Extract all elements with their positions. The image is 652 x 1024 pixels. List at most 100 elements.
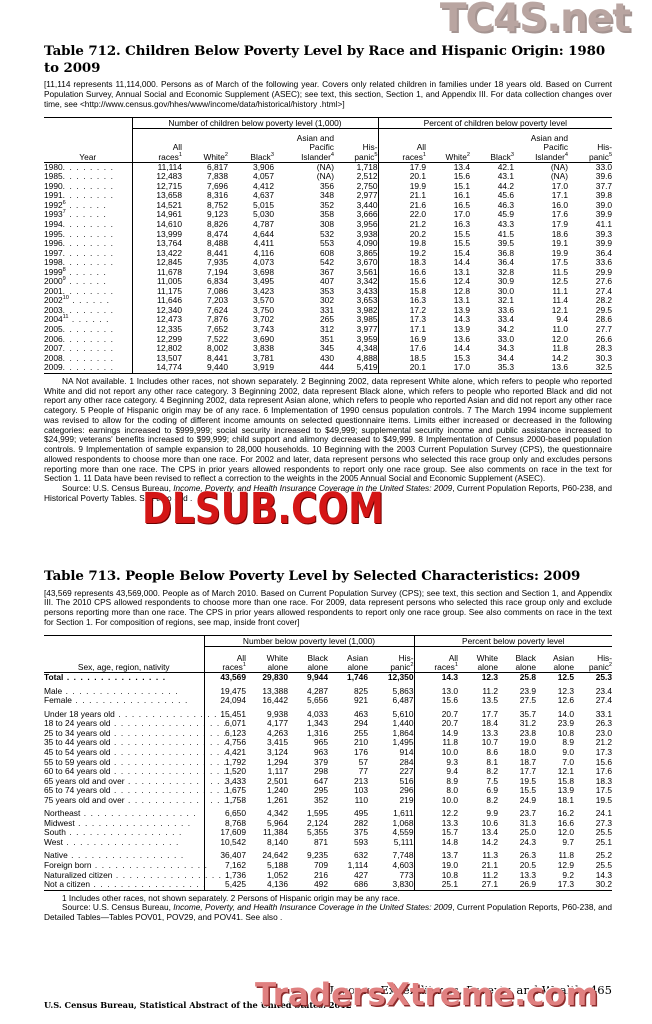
table-cell: 11,678 <box>131 267 182 278</box>
table-row: 1980. . . . . . . . 11,114 6,817 3,906 (NA) 1… <box>44 161 613 173</box>
footnote-marker: 1 <box>454 662 458 669</box>
table-cell: 24,642 <box>262 850 288 861</box>
table-cell: 176 <box>354 746 368 757</box>
footnote-marker: 1 <box>242 662 246 669</box>
table-cell: 8.0 <box>413 786 458 796</box>
table-cell: 7,522 <box>207 333 228 344</box>
table-cell: 11,175 <box>131 286 182 297</box>
table-row: 60 to 64 years old . . . . . . . . . . .… <box>44 766 613 777</box>
table-cell: 15.6 <box>595 756 613 767</box>
table-row: Naturalized citizen . . . . . . . . . . … <box>44 870 612 881</box>
footnote-marker: 2 <box>224 151 228 158</box>
table-cell: 30.2 <box>574 879 613 891</box>
table-cell: 965 <box>314 737 328 748</box>
page-number: 465 <box>589 983 612 997</box>
table-row: Total . . . . . . . . . . . . . . . 43,56… <box>44 672 613 683</box>
table-cell: 348 <box>320 190 334 201</box>
table-cell: 25.0 <box>519 827 536 838</box>
table-cell: 43.3 <box>497 219 515 229</box>
table-cell: 4,412 <box>253 180 274 191</box>
row-label: 20009 . . . . . . <box>44 276 107 287</box>
table-cell: 345 <box>320 343 334 354</box>
row-spacer <box>44 847 612 852</box>
table-cell: 34.4 <box>497 352 515 363</box>
table-cell: 11.2 <box>482 685 498 696</box>
table-row: 19937 . . . . . . 14,961 9,123 5,030 358 3,66… <box>44 210 612 220</box>
table-cell: 358 <box>320 209 334 220</box>
table-cell: 32.5 <box>568 362 613 374</box>
row-label: 19998 . . . . . . <box>44 266 107 277</box>
table-cell: 4,787 <box>253 219 274 229</box>
table-cell: 11.8 <box>413 738 458 748</box>
table-cell: 4,411 <box>253 238 274 249</box>
table-cell: 9,440 <box>182 362 228 374</box>
table-cell: 353 <box>320 285 334 296</box>
col-header-hispanic-num: His-panic5 <box>354 142 378 162</box>
table-cell: 14.4 <box>453 343 471 354</box>
table-cell: 1,440 <box>392 718 414 729</box>
row-label: Not a citizen . . . . . . . . . . . . . … <box>44 879 207 891</box>
table-cell: 352 <box>320 199 334 210</box>
row-label: 45 to 54 years old . . . . . . . . . . .… <box>44 746 228 757</box>
table-cell: 1,595 <box>307 808 328 819</box>
table-cell: 12.0 <box>551 333 569 344</box>
table-cell: 3,982 <box>356 304 378 315</box>
table-cell: 17.5 <box>595 785 613 796</box>
table-cell: 963 <box>314 746 328 757</box>
table-cell: 32.8 <box>497 266 515 277</box>
table-cell: 7,086 <box>207 285 228 296</box>
table-cell: 6,487 <box>392 695 414 706</box>
table-cell: 3,561 <box>356 266 378 277</box>
table-cell: 3,919 <box>228 362 274 374</box>
table-cell: 24.1 <box>595 808 613 819</box>
table-cell: 14.4 <box>453 257 471 268</box>
row-label: West . . . . . . . . . . . . . . . . . <box>44 836 180 847</box>
table-cell: 921 <box>354 695 368 706</box>
table-cell: 444 <box>274 362 334 374</box>
table-cell: 16.1 <box>453 190 471 201</box>
col-header-all-races-pct: All races1 <box>413 646 458 673</box>
table-cell: 17.7 <box>481 708 498 719</box>
row-spacer <box>44 805 612 810</box>
table-cell: 12.6 <box>557 695 574 706</box>
table-713-column-header-row: Sex, age, region, nativity All races1 Whi… <box>44 646 612 673</box>
table-cell: 19.5 <box>595 794 613 805</box>
table-cell: 10.8 <box>557 727 574 738</box>
row-label: 1994. . . . . . . . <box>44 219 115 229</box>
table-cell: 27.4 <box>595 285 613 296</box>
table-cell: 3,423 <box>253 285 274 296</box>
table-cell: 18.0 <box>519 746 536 757</box>
table-cell: 15.8 <box>377 286 427 297</box>
table-cell: 4,090 <box>356 238 378 249</box>
table-cell: 12.8 <box>453 285 471 296</box>
table-cell: 284 <box>399 756 414 767</box>
row-label: 75 years old and over . . . . . . . . . … <box>44 794 242 805</box>
row-label: Total . . . . . . . . . . . . . . . <box>44 672 204 683</box>
table-cell: 1,736 <box>203 870 246 881</box>
table-cell: 5,610 <box>392 708 414 719</box>
table-row: Foreign born . . . . . . . . . . . . . .… <box>44 860 612 871</box>
table-row: 200411 . . . . . . 12,473 7,876 3,702 265 3,9… <box>44 315 612 326</box>
table-cell: 103 <box>354 785 368 796</box>
table-cell: 39.6 <box>595 171 613 182</box>
table-cell: 5,419 <box>334 362 379 374</box>
table-cell: 7,203 <box>207 295 228 306</box>
table-cell: 608 <box>320 247 334 258</box>
table-cell: 7,935 <box>207 257 228 268</box>
table-cell: 3,743 <box>253 324 274 335</box>
table-cell: 43.1 <box>497 171 515 182</box>
table-cell: 17.6 <box>595 766 613 777</box>
row-label: 2001. . . . . . . . <box>44 285 115 296</box>
table-cell: 57 <box>358 756 368 767</box>
table-cell: 6,123 <box>203 728 246 739</box>
table-row: West . . . . . . . . . . . . . . . . . 10… <box>44 836 612 848</box>
table-cell: 24,094 <box>203 696 246 706</box>
table-cell: 8.2 <box>486 794 498 805</box>
row-label: 65 years old and over . . . . . . . . . … <box>44 775 242 786</box>
empty-corner <box>44 116 132 129</box>
table-cell: 15.6 <box>453 171 471 182</box>
table-row: 2009. . . . . . . . 14,774 9,440 3,919 444 5,… <box>44 362 613 374</box>
table-cell: 1,864 <box>392 727 414 738</box>
row-label: Northeast . . . . . . . . . . . . . . . … <box>44 808 197 819</box>
table-cell: 17.7 <box>519 766 536 777</box>
